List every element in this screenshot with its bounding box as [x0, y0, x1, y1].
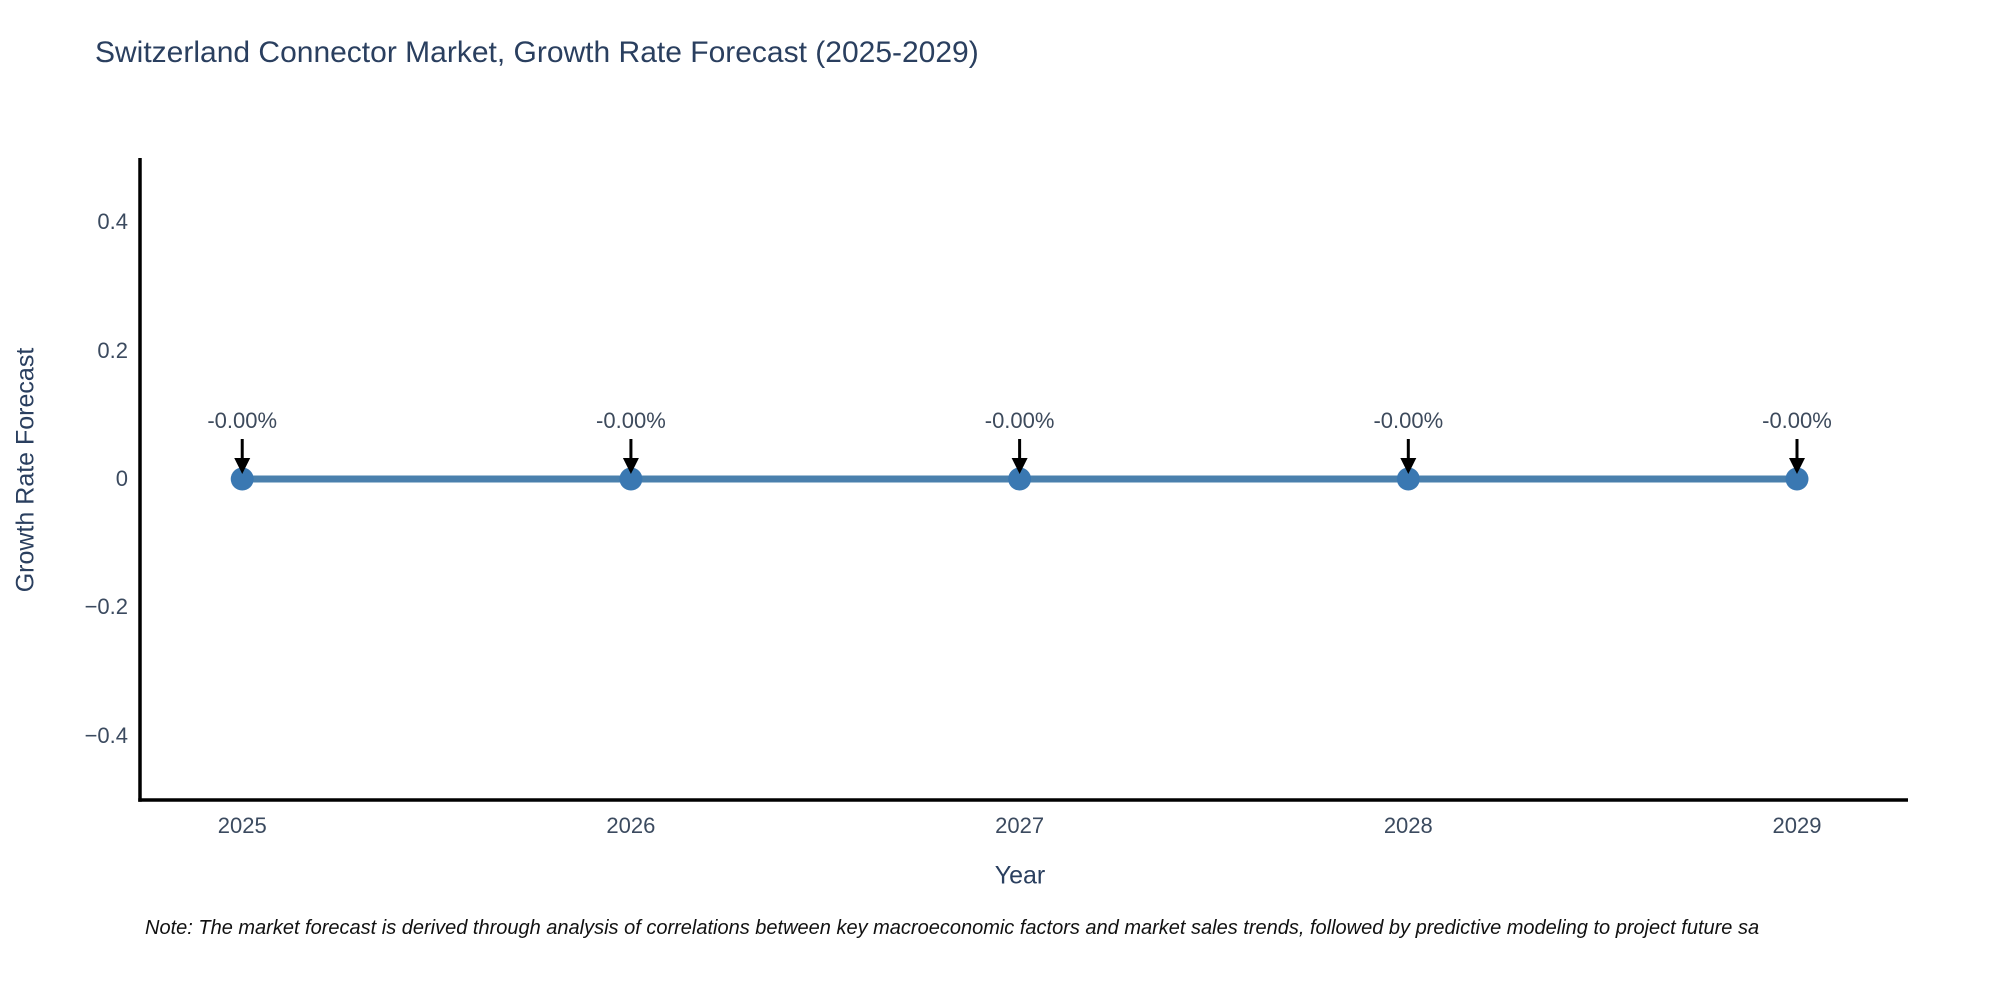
y-tick-label: 0: [115, 466, 128, 491]
x-tick-label: 2027: [995, 813, 1045, 838]
x-tick-label: 2028: [1383, 813, 1433, 838]
x-tick-label: 2026: [606, 813, 656, 838]
data-point-marker: [619, 467, 643, 491]
annotation-arrowhead: [1400, 458, 1417, 474]
y-tick-label: 0.2: [97, 337, 128, 363]
chart-title: Switzerland Connector Market, Growth Rat…: [95, 36, 979, 69]
x-tick-label: 2029: [1772, 813, 1822, 838]
data-point-marker: [230, 467, 254, 491]
x-axis-title: Year: [994, 861, 1046, 890]
annotation-arrowhead: [622, 458, 639, 474]
annotation-arrowhead: [1011, 458, 1028, 474]
y-tick-label: −0.2: [84, 594, 128, 620]
x-tick-label: 2025: [217, 813, 267, 838]
y-tick-label: −0.4: [84, 722, 128, 748]
data-point-marker: [1396, 467, 1420, 491]
annotation-arrowhead: [234, 458, 251, 474]
y-tick-label: 0.4: [97, 209, 128, 235]
annotation-label: -0.00%: [984, 408, 1055, 433]
data-point-marker: [1008, 467, 1032, 491]
annotation-label: -0.00%: [207, 408, 278, 433]
annotation-label: -0.00%: [596, 408, 666, 433]
annotation-label: -0.00%: [1373, 408, 1444, 433]
annotation-arrowhead: [1788, 458, 1805, 474]
footnote: Note: The market forecast is derived thr…: [145, 917, 1760, 939]
data-point-marker: [1785, 467, 1809, 491]
annotation-label: -0.00%: [1762, 408, 1832, 433]
